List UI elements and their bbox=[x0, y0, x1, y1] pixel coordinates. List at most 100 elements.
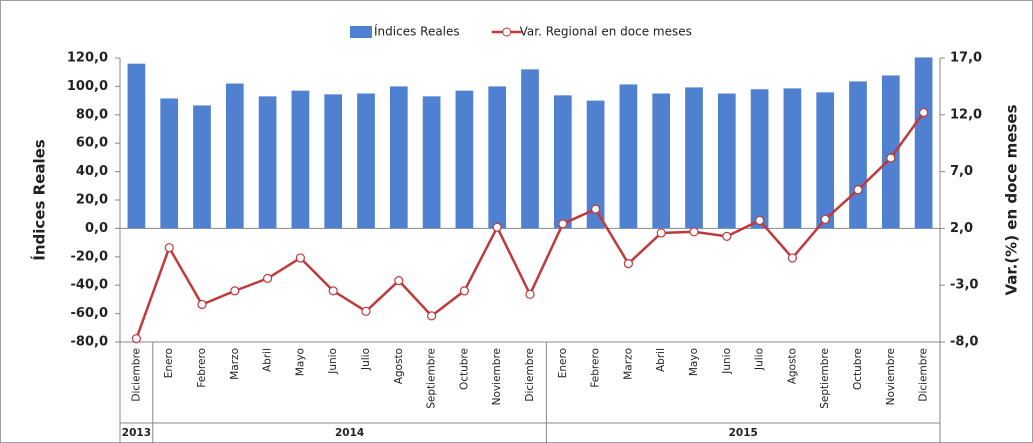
line-point bbox=[820, 214, 830, 224]
bar bbox=[291, 90, 310, 229]
line-point bbox=[131, 333, 141, 344]
line-point bbox=[722, 231, 732, 241]
line-point bbox=[459, 286, 469, 296]
line-point bbox=[886, 153, 896, 163]
line-point bbox=[918, 107, 929, 118]
legend-swatch bbox=[502, 27, 512, 37]
x-tick-label: Junio bbox=[327, 348, 339, 375]
line-point bbox=[853, 185, 863, 195]
x-tick-label: Septiembre bbox=[426, 348, 438, 409]
x-tick-label: Febrero bbox=[590, 348, 602, 388]
line-point bbox=[361, 306, 371, 316]
line-point bbox=[295, 253, 305, 263]
line-point bbox=[590, 204, 601, 214]
x-tick-label: Diciembre bbox=[918, 348, 930, 402]
y2-tick-label: -8,0 bbox=[950, 335, 978, 350]
bar bbox=[357, 93, 375, 229]
y-tick-label: -40,0 bbox=[71, 278, 108, 293]
group-label: 2015 bbox=[729, 427, 758, 439]
bar bbox=[816, 92, 835, 229]
y-tick-label: -20,0 bbox=[71, 249, 108, 264]
x-tick-label: Enero bbox=[163, 348, 175, 378]
x-tick-label: Mayo bbox=[688, 348, 700, 376]
legend-swatch bbox=[350, 26, 372, 38]
bar bbox=[783, 88, 802, 229]
bar bbox=[619, 84, 638, 229]
bar bbox=[488, 86, 507, 229]
group-label: 2013 bbox=[122, 427, 151, 439]
x-tick-label: Noviembre bbox=[491, 348, 503, 405]
x-tick-label: Agosto bbox=[786, 348, 798, 384]
group-label: 2014 bbox=[335, 427, 364, 439]
bar bbox=[127, 63, 146, 229]
y2-tick-label: -3,0 bbox=[950, 278, 978, 293]
x-tick-label: Abril bbox=[655, 348, 667, 372]
y-tick-label: -60,0 bbox=[71, 306, 108, 321]
x-tick-label: Octubre bbox=[458, 348, 470, 390]
bar bbox=[553, 95, 572, 229]
y-tick-label: 20,0 bbox=[76, 193, 108, 208]
x-tick-label: Septiembre bbox=[819, 348, 831, 409]
bar bbox=[914, 57, 933, 229]
bar bbox=[717, 93, 736, 229]
x-tick-label: Junio bbox=[721, 348, 733, 375]
bar bbox=[521, 69, 539, 229]
y2-tick-label: 17,0 bbox=[950, 51, 982, 66]
x-tick-label: Diciembre bbox=[130, 348, 142, 402]
y2-tick-label: 7,0 bbox=[950, 164, 973, 179]
bar bbox=[750, 89, 769, 229]
line-point bbox=[427, 311, 437, 321]
bar bbox=[455, 90, 474, 229]
y-tick-label: -80,0 bbox=[71, 335, 108, 350]
y-tick-label: 120,0 bbox=[67, 51, 108, 66]
bar bbox=[324, 94, 343, 229]
bar bbox=[225, 83, 244, 229]
x-tick-label: Marzo bbox=[229, 348, 241, 380]
line-point bbox=[263, 273, 273, 283]
x-tick-label: Mayo bbox=[294, 348, 306, 376]
x-tick-label: Noviembre bbox=[885, 348, 897, 405]
y-tick-label: 80,0 bbox=[76, 107, 108, 122]
line-point bbox=[492, 222, 502, 232]
bar bbox=[193, 105, 211, 229]
y2-tick-label: 12,0 bbox=[950, 107, 982, 122]
line-point bbox=[394, 276, 404, 286]
y-tick-label: 0,0 bbox=[85, 221, 108, 236]
line-point bbox=[164, 243, 174, 253]
x-tick-label: Agosto bbox=[393, 348, 405, 384]
bar bbox=[160, 98, 179, 229]
y-axis-title: Índices Reales bbox=[30, 139, 49, 261]
y2-axis-title: Var.(%) en doce meses bbox=[1003, 104, 1021, 295]
x-tick-label: Julio bbox=[360, 348, 372, 371]
bar bbox=[652, 93, 671, 229]
x-tick-label: Abril bbox=[262, 348, 274, 372]
bar bbox=[258, 96, 277, 229]
x-tick-label: Julio bbox=[754, 348, 766, 371]
bar bbox=[685, 87, 703, 229]
line-point bbox=[197, 299, 207, 310]
bar bbox=[422, 96, 441, 229]
x-tick-label: Enero bbox=[557, 348, 569, 378]
bar bbox=[389, 86, 408, 229]
line-point bbox=[230, 286, 240, 296]
y-tick-label: 100,0 bbox=[67, 79, 108, 94]
line-point bbox=[754, 215, 765, 226]
line-point bbox=[623, 259, 634, 269]
x-tick-label: Diciembre bbox=[524, 348, 536, 402]
line-point bbox=[525, 289, 535, 299]
bar bbox=[586, 100, 605, 229]
line-point bbox=[558, 219, 568, 229]
x-tick-label: Febrero bbox=[196, 348, 208, 388]
y-tick-label: 40,0 bbox=[76, 164, 108, 179]
x-tick-label: Octubre bbox=[852, 348, 864, 390]
line-point bbox=[328, 286, 338, 296]
legend-label: Índices Reales bbox=[374, 24, 460, 39]
x-tick-label: Marzo bbox=[622, 348, 634, 380]
line-point bbox=[656, 228, 666, 238]
line-point bbox=[787, 253, 798, 263]
y2-tick-label: 2,0 bbox=[950, 221, 973, 236]
line-point bbox=[689, 227, 699, 237]
